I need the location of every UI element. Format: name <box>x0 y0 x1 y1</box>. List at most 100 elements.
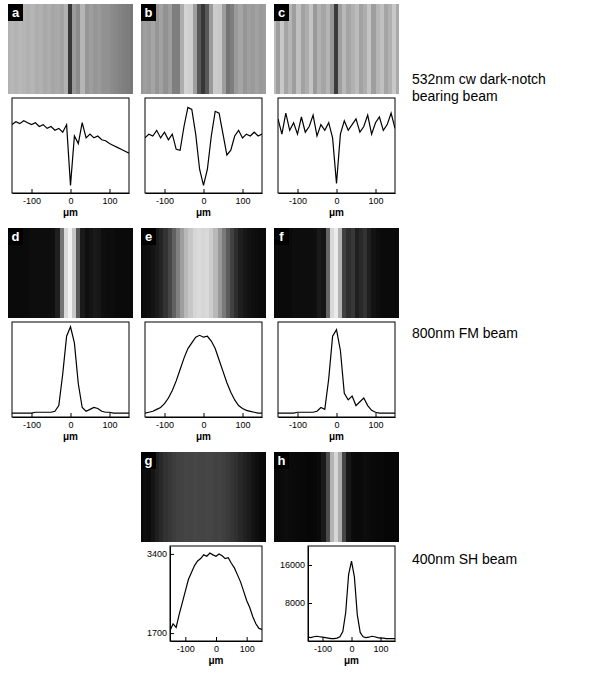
x-tick-mark <box>216 637 217 641</box>
x-tick-mark <box>352 637 353 641</box>
x-tick-label: 0 <box>349 644 354 654</box>
x-tick-label: 100 <box>368 196 383 206</box>
x-tick-label: 0 <box>334 196 339 206</box>
x-axis-line <box>146 193 263 194</box>
panel-letter: a <box>12 5 20 20</box>
profile-line <box>12 327 129 413</box>
x-tick-label: 100 <box>235 420 250 430</box>
image-stripe <box>263 452 266 542</box>
image-stripe <box>396 452 399 542</box>
panel: g-100010017003400μm <box>138 452 268 666</box>
image <box>8 228 133 318</box>
y-axis: 800016000 <box>280 547 312 642</box>
image-background <box>274 452 399 542</box>
plot-frame <box>12 98 129 193</box>
plot-area <box>278 330 395 414</box>
x-tick: -100 <box>156 413 174 430</box>
panel-letter: c <box>278 5 285 20</box>
panel-letter: d <box>12 229 20 244</box>
y-tick-label: 8000 <box>285 598 305 608</box>
panel: f-1000100μm <box>271 228 401 442</box>
x-tick-mark <box>337 189 338 193</box>
plot-frame <box>278 322 395 417</box>
panel-letter: g <box>145 453 153 468</box>
x-tick: 100 <box>368 189 383 206</box>
x-tick: 0 <box>68 413 73 430</box>
plot-frame <box>145 98 262 193</box>
x-tick: 100 <box>235 189 250 206</box>
x-tick-mark <box>376 189 377 193</box>
x-tick-mark <box>32 413 33 417</box>
x-tick: -100 <box>314 637 332 654</box>
y-tick-mark <box>170 554 174 555</box>
panel-letter: f <box>279 229 284 244</box>
image-background <box>141 4 266 94</box>
x-axis-line <box>13 193 130 194</box>
image-stripe <box>396 228 399 318</box>
x-axis: -1000100 <box>13 413 130 430</box>
panel: h-1000100800016000μm <box>271 452 401 666</box>
image <box>141 4 266 94</box>
x-tick: -100 <box>289 413 307 430</box>
image <box>274 4 399 94</box>
x-tick-label: 0 <box>68 420 73 430</box>
plot-area <box>12 327 129 413</box>
x-tick-mark <box>71 189 72 193</box>
x-tick-mark <box>32 189 33 193</box>
image-background <box>141 452 266 542</box>
x-tick-label: 100 <box>102 420 117 430</box>
panel-letter-patch <box>141 228 156 245</box>
profile-line <box>308 561 395 638</box>
row-label: 800nm FM beam <box>412 325 518 341</box>
x-tick-mark <box>71 413 72 417</box>
x-tick-mark <box>110 413 111 417</box>
x-tick-mark <box>323 637 324 641</box>
profile-line <box>170 553 262 631</box>
x-axis: -100 0 100 <box>146 413 263 430</box>
y-tick-mark <box>308 565 312 566</box>
x-tick: 0 <box>334 413 339 430</box>
x-tick-label: 100 <box>240 644 255 654</box>
x-tick: -100 <box>156 189 174 206</box>
panel-letter-patch <box>8 228 23 245</box>
x-tick-mark <box>298 189 299 193</box>
x-tick-label: 0 <box>201 420 206 430</box>
panel-letter-patch <box>141 4 156 21</box>
x-axis: -1000100 <box>279 413 396 430</box>
y-axis-line <box>170 547 171 642</box>
x-tick-label: 100 <box>373 644 388 654</box>
y-tick: 1700 <box>147 628 174 638</box>
panel-letter: e <box>145 229 152 244</box>
x-tick: 100 <box>373 637 388 654</box>
x-axis-title: μm <box>329 431 344 442</box>
x-tick-mark <box>376 413 377 417</box>
x-tick: 100 <box>240 637 255 654</box>
figure: a-1000100μmb-1000100μmc-1000100μmd-10001… <box>0 0 595 698</box>
x-tick-mark <box>185 637 186 641</box>
x-axis-line <box>146 417 263 418</box>
y-tick-mark <box>170 633 174 634</box>
x-tick-label: 100 <box>102 196 117 206</box>
profile-line <box>278 330 395 414</box>
x-tick-mark <box>165 413 166 417</box>
x-axis-title: μm <box>196 207 211 218</box>
x-tick-mark <box>204 413 205 417</box>
x-axis: -100 0 100 <box>279 189 396 206</box>
x-tick: 0 <box>68 189 73 206</box>
x-tick-label: -100 <box>156 420 174 430</box>
x-axis-line <box>279 417 396 418</box>
x-tick: 0 <box>334 189 339 206</box>
image <box>141 452 266 542</box>
plot-area <box>170 553 262 631</box>
x-axis-line <box>279 193 396 194</box>
x-tick: 0 <box>201 413 206 430</box>
x-tick: -100 <box>177 637 195 654</box>
panel-letter-patch <box>274 228 289 245</box>
x-tick-mark <box>165 189 166 193</box>
x-axis-title: μm <box>208 655 223 666</box>
x-tick-label: -100 <box>289 196 307 206</box>
plot-area <box>308 561 395 638</box>
plot-area <box>145 335 262 413</box>
x-axis-title: μm <box>63 207 78 218</box>
image-stripe <box>263 228 266 318</box>
